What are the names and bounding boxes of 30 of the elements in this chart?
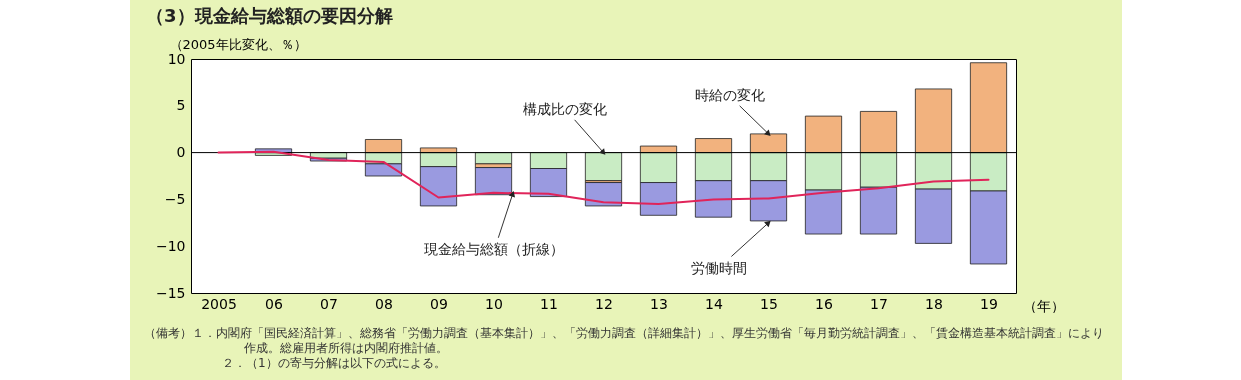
y-tick-label: −5 — [164, 190, 186, 207]
x-tick-label: 12 — [595, 295, 613, 312]
x-tick-label: 14 — [705, 295, 723, 312]
text: 現金給与総額（折線） — [423, 240, 564, 257]
chart-title: （3）現金給与総額の要因分解 — [146, 4, 393, 28]
x-axis-title: （年） — [1022, 297, 1065, 314]
y-tick-label: 5 — [176, 97, 186, 114]
y-tick-label: −10 — [155, 237, 186, 254]
text: 労働時間 — [691, 259, 747, 276]
x-tick-label: 09 — [430, 295, 448, 312]
x-tick-label: 07 — [320, 295, 338, 312]
x-tick-label: 19 — [980, 295, 998, 312]
x-tick-label: 06 — [265, 295, 283, 312]
text: 構成比の変化 — [523, 100, 607, 117]
y-tick-label: −15 — [155, 284, 186, 301]
y-tick-label: 0 — [176, 144, 186, 161]
text: 時給の変化 — [695, 86, 765, 103]
x-tick-label: 08 — [375, 295, 393, 312]
x-tick-label: 10 — [485, 295, 503, 312]
y-axis-title: （2005年比変化、％） — [169, 36, 307, 52]
y-tick-label: 10 — [167, 50, 186, 67]
x-tick-label: 11 — [540, 295, 558, 312]
x-tick-label: 2005 — [201, 295, 237, 312]
text: （備考）１．内閣府「国民経済計算」、総務省「労働力調査（基本集計）」、「労働力調査（詳細集計）」、厚生労働省「毎月勤労統計調査」、「賃金構造基本統計調査」により作成。総雇用者所得は内閣府推計値。 — [144, 326, 1104, 356]
x-tick-label: 18 — [925, 295, 943, 312]
x-tick-label: 13 — [650, 295, 668, 312]
x-tick-label: 17 — [870, 295, 888, 312]
x-tick-label: 15 — [760, 295, 778, 312]
x-tick-label: 16 — [815, 295, 833, 312]
text: ２．（1）の寄与分解は以下の式による。 — [221, 356, 447, 371]
